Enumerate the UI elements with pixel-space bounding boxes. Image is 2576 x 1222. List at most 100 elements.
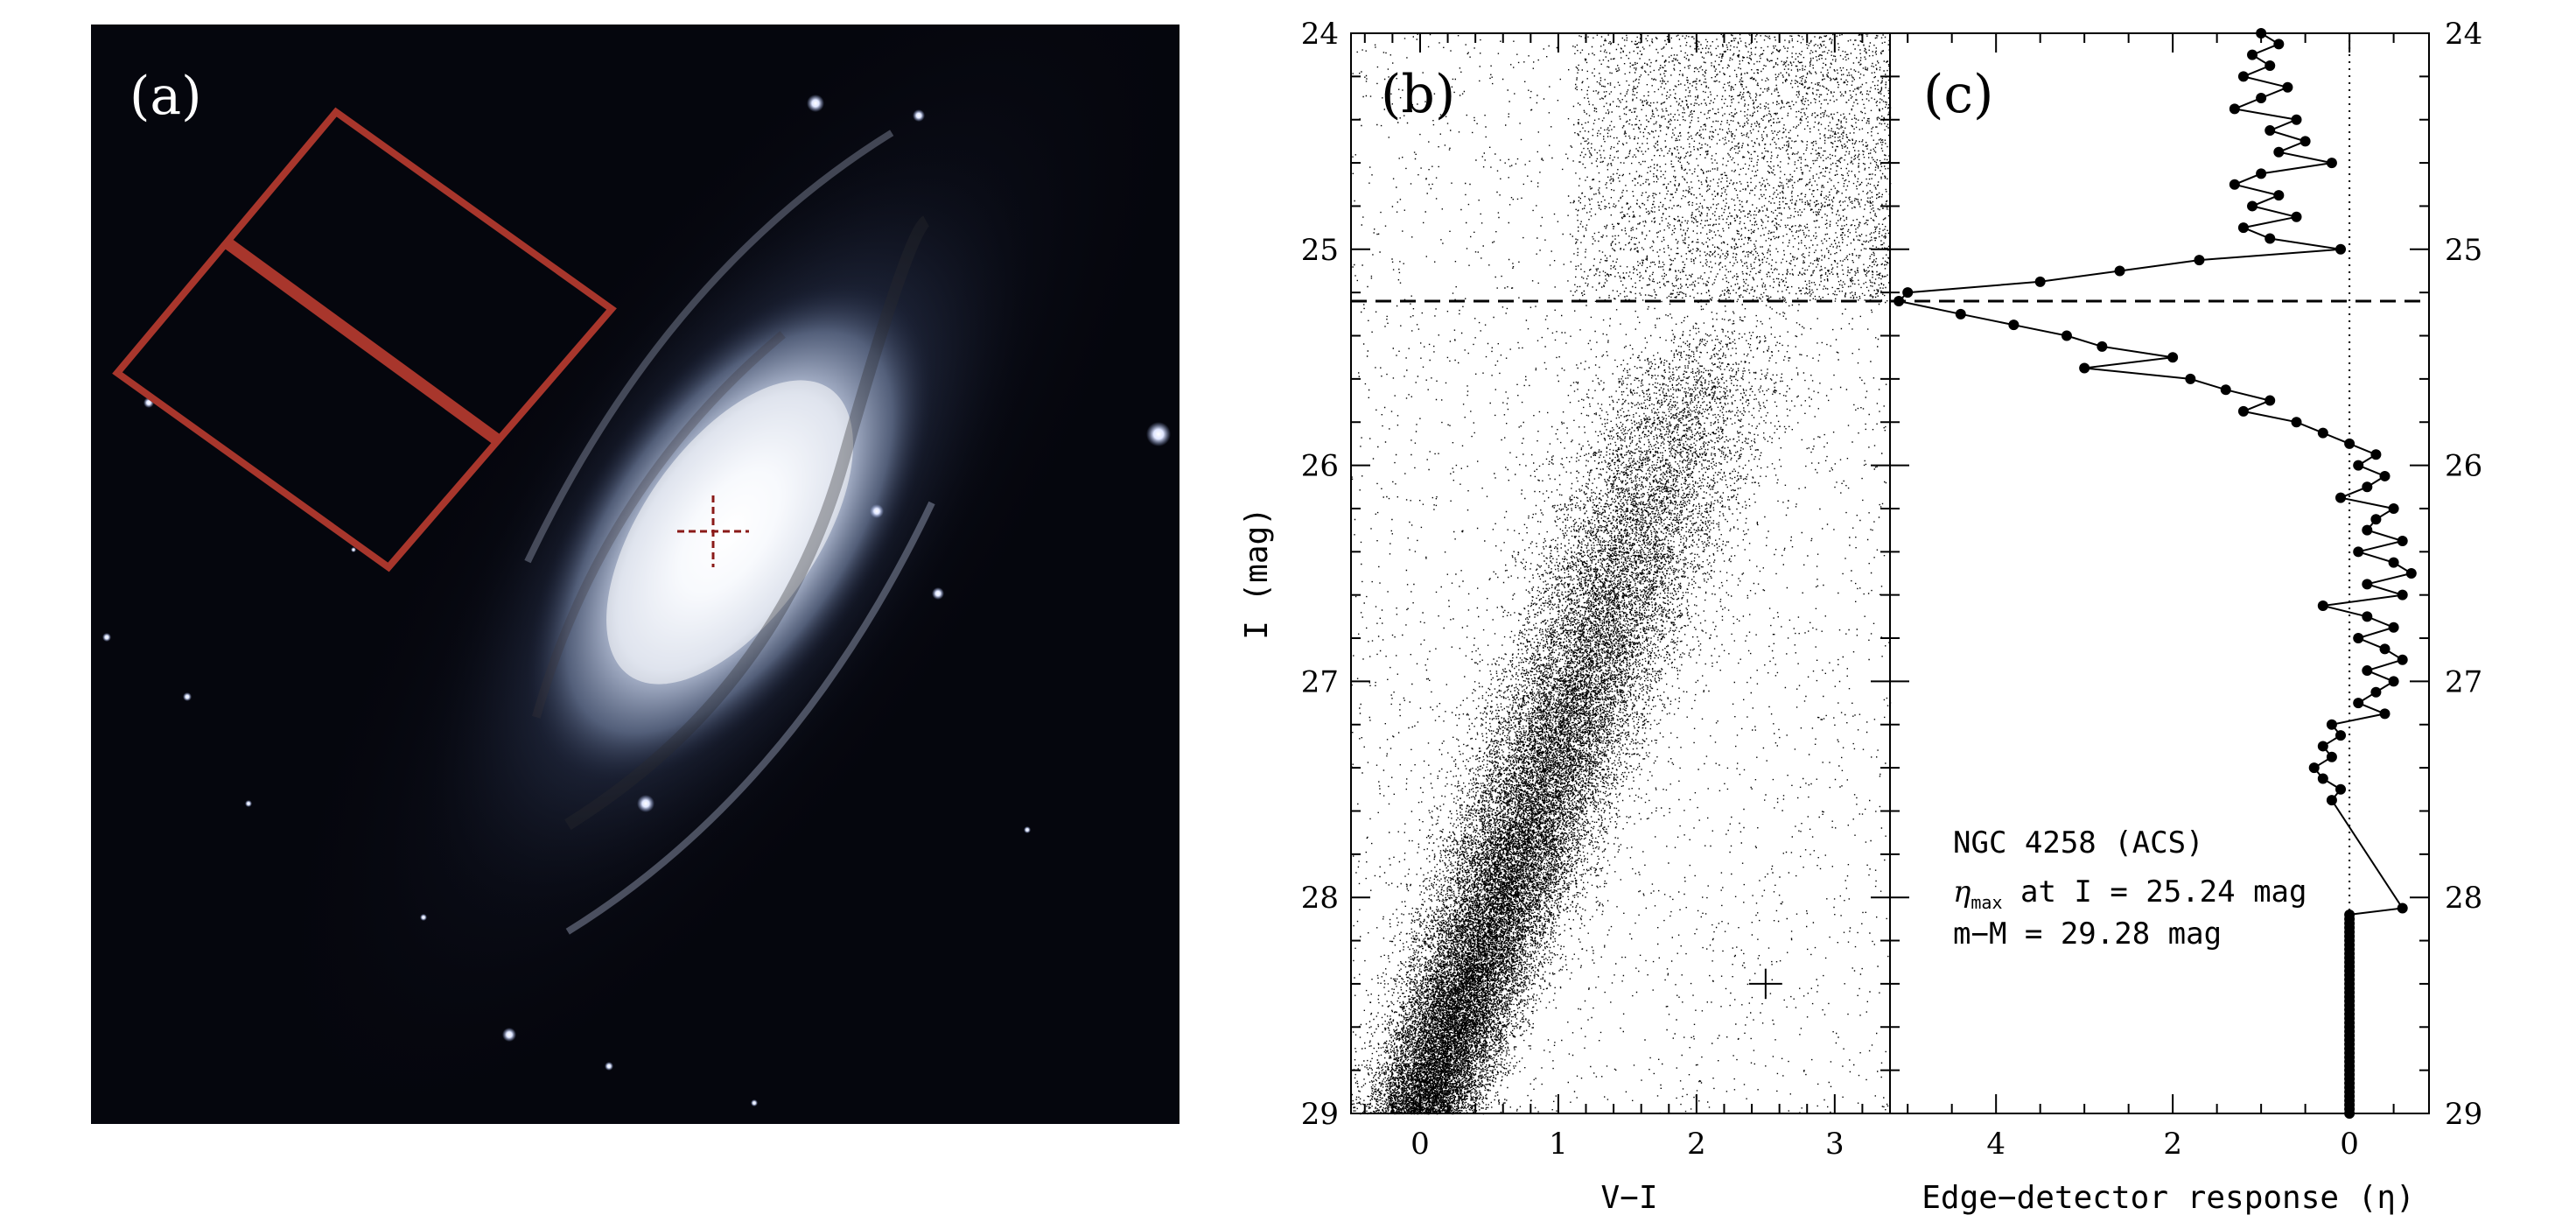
cmd-point — [1351, 33, 1892, 1115]
edge-response-point — [2291, 114, 2302, 125]
y-tick-label-left: 25 — [1301, 233, 1339, 268]
edge-response-point — [1955, 308, 1966, 320]
edge-response-point — [2326, 751, 2337, 762]
x-tick-label-b: 2 — [1687, 1127, 1706, 1162]
edge-response-point — [2353, 546, 2364, 558]
edge-response-point — [2388, 557, 2399, 568]
edge-response-point — [2273, 146, 2285, 158]
edge-response-point — [2370, 449, 2382, 460]
edge-response-point — [2405, 568, 2417, 579]
edge-response-point — [2300, 136, 2311, 147]
edge-response-point — [2034, 276, 2046, 287]
edge-response-point — [2229, 103, 2240, 115]
edge-response-point — [2256, 93, 2267, 104]
edge-response-point — [2335, 243, 2347, 255]
edge-response-point — [2273, 39, 2285, 50]
edge-response-point — [2335, 492, 2347, 503]
edge-response-point — [2291, 417, 2302, 428]
y-axis-label-b: I (mag) — [1239, 507, 1275, 640]
edge-response-point — [2362, 524, 2373, 536]
edge-response-point — [2353, 460, 2364, 471]
edge-response-point — [2397, 535, 2408, 546]
edge-response-point — [2362, 481, 2373, 493]
edge-response-point — [2397, 654, 2408, 665]
y-tick-label-right: 24 — [2445, 17, 2482, 52]
edge-response-point — [2335, 730, 2347, 741]
edge-response-point — [1902, 287, 1914, 298]
cmd-points — [1351, 33, 1892, 1115]
x-axis-label-b: V−I — [1600, 1180, 1657, 1216]
edge-response-point — [2008, 320, 2020, 331]
edge-response-point — [2273, 190, 2285, 201]
edge-response-point — [2388, 502, 2399, 514]
edge-response-point — [2397, 902, 2408, 914]
annotation-line-3: m−M = 29.28 mag — [1953, 916, 2222, 952]
edge-response-point — [2344, 438, 2356, 449]
edge-response-point — [2256, 168, 2267, 179]
edge-response-point — [2397, 589, 2408, 600]
edge-response-point — [2317, 427, 2328, 439]
panel-a-label: (a) — [130, 66, 202, 127]
edge-response-point — [2370, 514, 2382, 525]
edge-response-point — [2114, 265, 2125, 277]
panel-b-frame — [1350, 32, 1891, 1114]
y-tick-label-right: 27 — [2445, 664, 2482, 699]
edge-response-point — [2291, 211, 2302, 222]
panel-b-label: (b) — [1381, 64, 1455, 125]
edge-response-point — [2326, 158, 2337, 169]
annotation-line-2: ηmax at I = 25.24 mag — [1953, 874, 2307, 913]
y-tick-label-right: 28 — [2445, 881, 2482, 916]
edge-response-point — [2379, 643, 2390, 655]
edge-response-point — [2247, 200, 2258, 212]
edge-response-point — [2264, 395, 2276, 406]
edge-response-point — [2061, 330, 2072, 341]
x-tick-label-b: 3 — [1825, 1127, 1844, 1162]
edge-response-point — [2379, 708, 2390, 720]
edge-response-point — [2326, 719, 2337, 730]
edge-response-point — [2353, 698, 2364, 709]
edge-response-point — [2185, 373, 2196, 384]
y-tick-label-right: 29 — [2445, 1097, 2482, 1132]
galaxy-center-cross — [677, 495, 749, 567]
y-tick-label-left: 26 — [1301, 449, 1339, 484]
edge-response-point — [2079, 362, 2090, 374]
edge-response-point — [2194, 255, 2205, 266]
x-tick-label-b: 0 — [1410, 1127, 1430, 1162]
edge-response-point — [2317, 600, 2328, 612]
y-tick-label-left: 27 — [1301, 664, 1339, 699]
edge-response-point — [2282, 81, 2293, 93]
edge-response-point — [2264, 60, 2276, 72]
x-tick-label-c: 0 — [2340, 1127, 2359, 1162]
y-tick-label-right: 26 — [2445, 449, 2482, 484]
plot-frames: 24 25 26 27 28 29 24 25 26 27 28 29 0 1 2 3 4 2 0 V−I Edge−d… — [1239, 17, 2482, 1216]
edge-response-point — [2362, 611, 2373, 622]
x-tick-label-c: 4 — [1986, 1127, 2006, 1162]
edge-response-point — [2264, 233, 2276, 244]
x-tick-label-c: 2 — [2163, 1127, 2182, 1162]
edge-response-point — [2379, 470, 2390, 481]
edge-response-point — [2308, 762, 2320, 774]
edge-response-point — [2326, 795, 2337, 806]
edge-response-point — [2264, 125, 2276, 137]
y-tick-label-right: 25 — [2445, 233, 2482, 268]
edge-response-point — [2317, 773, 2328, 784]
field-stars — [102, 95, 1171, 1106]
panel-b-cmd — [1748, 968, 1782, 1000]
edge-response-point — [2335, 783, 2347, 795]
edge-response-point — [2229, 179, 2240, 190]
x-tick-label-b: 1 — [1549, 1127, 1568, 1162]
edge-response-point — [2317, 741, 2328, 752]
edge-response-point — [2167, 352, 2179, 363]
edge-response-point — [2237, 222, 2249, 234]
edge-response-point — [2096, 341, 2108, 352]
edge-response-point — [2247, 49, 2258, 60]
edge-response-point — [2237, 405, 2249, 417]
y-tick-label-left: 24 — [1301, 17, 1339, 52]
edge-response-point — [2388, 676, 2399, 687]
edge-response-point — [2362, 665, 2373, 677]
edge-response-point — [2353, 633, 2364, 644]
panel-c-label: (c) — [1923, 64, 1993, 125]
